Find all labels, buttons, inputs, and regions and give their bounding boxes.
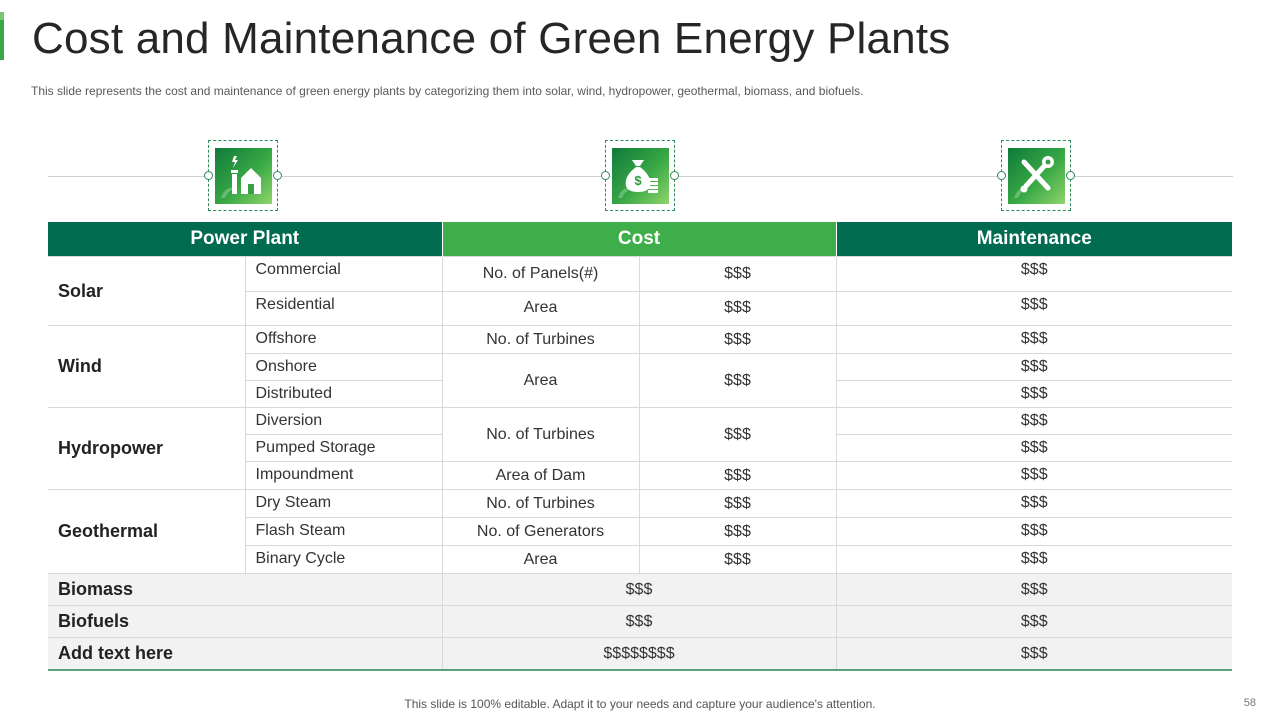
table-row: Biomass $$$ $$$ bbox=[48, 573, 1233, 606]
maintenance-value: $$$ bbox=[835, 517, 1233, 546]
subtype-cell: Distributed bbox=[244, 380, 443, 408]
subtype-cell: Flash Steam bbox=[244, 517, 443, 546]
cost-value: $$$$$$$$ bbox=[441, 637, 837, 671]
maintenance-value: $$$ bbox=[835, 434, 1233, 462]
category-biomass: Biomass bbox=[48, 573, 443, 606]
category-biofuels: Biofuels bbox=[48, 605, 443, 638]
cost-item-value: $$$ bbox=[638, 545, 837, 574]
subtype-cell: Residential bbox=[244, 290, 443, 326]
subtype-cell: Diversion bbox=[244, 407, 443, 435]
cost-item-label: No. of Panels(#) bbox=[441, 256, 640, 292]
maintenance-value: $$$ bbox=[835, 407, 1233, 435]
cost-item-label: Area of Dam bbox=[441, 461, 640, 490]
table-row: Onshore Area $$$ $$$ bbox=[48, 353, 1233, 408]
cost-item-label: No. of Turbines bbox=[441, 325, 640, 354]
svg-text:$: $ bbox=[634, 173, 642, 188]
cost-item-value: $$$ bbox=[638, 290, 837, 326]
page-subtitle: This slide represents the cost and maint… bbox=[31, 84, 864, 98]
table-row: Hydropower Diversion No. of Turbines $$$… bbox=[48, 407, 1233, 490]
table-row: Residential Area $$$ $$$ bbox=[48, 290, 1233, 326]
cost-item-value: $$$ bbox=[638, 489, 837, 518]
money-bag-icon-frame: $ bbox=[601, 140, 679, 211]
maintenance-value: $$$ bbox=[835, 637, 1233, 671]
table-row: Flash Steam No. of Generators $$$ $$$ bbox=[48, 517, 1233, 546]
cost-maintenance-table: Power Plant Cost Maintenance Solar Comme… bbox=[48, 222, 1233, 671]
table-row: Distributed $$$ bbox=[48, 380, 1233, 408]
table-row: Solar Commercial No. of Panels(#) $$$ $$… bbox=[48, 256, 1233, 326]
maintenance-value: $$$ bbox=[835, 353, 1233, 381]
maintenance-value: $$$ bbox=[835, 256, 1233, 292]
power-plant-icon-frame bbox=[204, 140, 282, 211]
subtype-cell: Offshore bbox=[244, 325, 443, 354]
header-cost: Cost bbox=[442, 222, 837, 257]
cost-item-value: $$$ bbox=[638, 517, 837, 546]
cost-item-label: Area bbox=[441, 290, 640, 326]
title-accent-bar bbox=[0, 12, 4, 60]
maintenance-value: $$$ bbox=[835, 545, 1233, 574]
subtype-cell: Binary Cycle bbox=[244, 545, 443, 574]
maintenance-value: $$$ bbox=[835, 573, 1233, 606]
table-row: Add text here $$$$$$$$ $$$ bbox=[48, 637, 1233, 671]
cost-item-value: $$$ bbox=[638, 256, 837, 292]
table-row: Biofuels $$$ $$$ bbox=[48, 605, 1233, 638]
category-hydropower: Hydropower bbox=[48, 407, 246, 490]
header-power-plant: Power Plant bbox=[48, 222, 443, 257]
subtype-cell: Onshore bbox=[244, 353, 443, 381]
tools-icon-frame bbox=[997, 140, 1075, 211]
table-row: Pumped Storage $$$ bbox=[48, 434, 1233, 462]
table-row: Geothermal Dry Steam No. of Turbines $$$… bbox=[48, 489, 1233, 574]
category-geothermal: Geothermal bbox=[48, 489, 246, 574]
maintenance-value: $$$ bbox=[835, 380, 1233, 408]
money-bag-icon: $ bbox=[612, 148, 669, 204]
maintenance-value: $$$ bbox=[835, 461, 1233, 490]
maintenance-value: $$$ bbox=[835, 290, 1233, 326]
page-title: Cost and Maintenance of Green Energy Pla… bbox=[32, 14, 951, 63]
table-row: Binary Cycle Area $$$ $$$ bbox=[48, 545, 1233, 574]
cost-item-label: Area bbox=[441, 353, 640, 408]
page-number: 58 bbox=[1243, 697, 1256, 709]
cost-value: $$$ bbox=[441, 573, 837, 606]
cost-item-value: $$$ bbox=[638, 407, 837, 462]
category-add-text: Add text here bbox=[48, 637, 443, 671]
subtype-cell: Commercial bbox=[244, 256, 443, 292]
tools-icon bbox=[1008, 148, 1065, 204]
footer-note: This slide is 100% editable. Adapt it to… bbox=[404, 697, 876, 711]
subtype-cell: Impoundment bbox=[244, 461, 443, 490]
cost-item-label: Area bbox=[441, 545, 640, 574]
subtype-cell: Dry Steam bbox=[244, 489, 443, 518]
maintenance-value: $$$ bbox=[835, 325, 1233, 354]
category-solar: Solar bbox=[48, 256, 246, 326]
cost-value: $$$ bbox=[441, 605, 837, 638]
subtype-cell: Pumped Storage bbox=[244, 434, 443, 462]
maintenance-value: $$$ bbox=[835, 605, 1233, 638]
cost-item-label: No. of Turbines bbox=[441, 407, 640, 462]
table-row: Wind Offshore No. of Turbines $$$ $$$ bbox=[48, 325, 1233, 408]
power-plant-icon bbox=[215, 148, 272, 204]
cost-item-value: $$$ bbox=[638, 353, 837, 408]
cost-item-label: No. of Turbines bbox=[441, 489, 640, 518]
maintenance-value: $$$ bbox=[835, 489, 1233, 518]
cost-item-value: $$$ bbox=[638, 461, 837, 490]
cost-item-label: No. of Generators bbox=[441, 517, 640, 546]
cost-item-value: $$$ bbox=[638, 325, 837, 354]
category-wind: Wind bbox=[48, 325, 246, 408]
header-maintenance: Maintenance bbox=[836, 222, 1233, 257]
